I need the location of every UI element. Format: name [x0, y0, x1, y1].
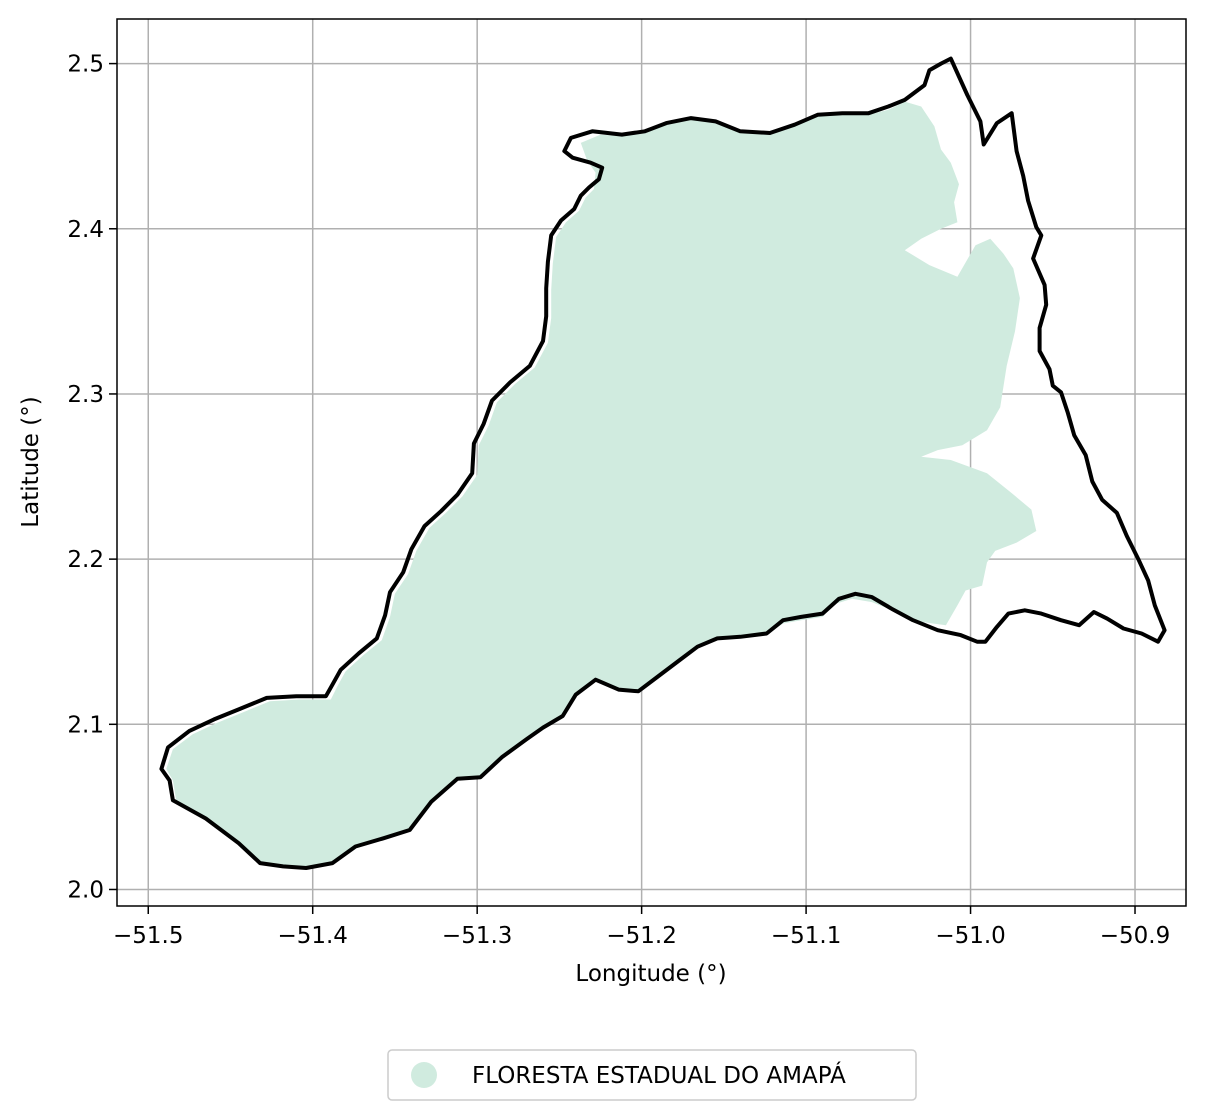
y-tick-label: 2.0: [67, 877, 104, 903]
forest-cover-area: [166, 101, 1037, 870]
x-tick-label: −51.2: [606, 923, 676, 949]
legend-label: FLORESTA ESTADUAL DO AMAPÁ: [472, 1061, 846, 1089]
forest-boundary-outline: [159, 56, 1167, 870]
x-axis-ticks: −51.5 −51.4 −51.3 −51.2 −51.1 −51.0 −50.9: [113, 906, 1170, 949]
x-tick-label: −51.0: [935, 923, 1005, 949]
x-tick-label: −50.9: [1100, 923, 1170, 949]
legend: FLORESTA ESTADUAL DO AMAPÁ: [387, 1049, 917, 1101]
x-tick-label: −51.5: [113, 923, 183, 949]
x-tick-label: −51.3: [442, 923, 512, 949]
legend-marker: [411, 1062, 437, 1088]
x-tick-label: −51.1: [771, 923, 841, 949]
y-tick-label: 2.4: [67, 217, 104, 243]
y-axis-label: Latitude (°): [18, 396, 44, 527]
x-axis-label: Longitude (°): [575, 961, 726, 987]
plot-area: −51.5 −51.4 −51.3 −51.2 −51.1 −51.0 −50.9 2.02…: [67, 18, 1187, 949]
plot-frame: [116, 18, 1187, 907]
legend-frame: [387, 1049, 917, 1101]
x-tick-label: −51.4: [277, 923, 347, 949]
y-axis-ticks: 2.0 2.1 2.2 2.3 2.4 2.5: [67, 52, 117, 903]
y-tick-label: 2.3: [67, 382, 104, 408]
y-tick-label: 2.2: [67, 547, 104, 573]
y-tick-label: 2.5: [67, 52, 104, 78]
y-tick-label: 2.1: [67, 712, 104, 738]
